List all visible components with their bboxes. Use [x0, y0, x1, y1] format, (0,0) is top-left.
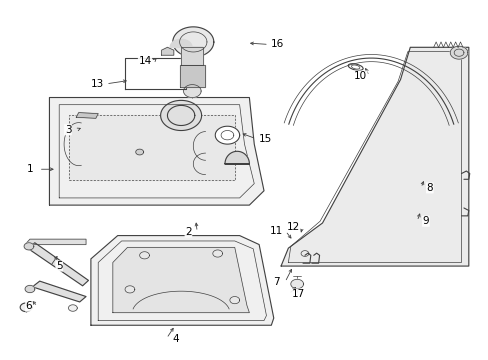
Polygon shape — [113, 247, 249, 313]
Text: 12: 12 — [286, 222, 299, 231]
Polygon shape — [181, 47, 203, 65]
Polygon shape — [20, 303, 32, 312]
Text: 13: 13 — [90, 79, 103, 89]
Text: 14: 14 — [138, 56, 151, 66]
Polygon shape — [161, 47, 173, 55]
Text: 7: 7 — [272, 277, 279, 287]
Polygon shape — [76, 113, 98, 118]
Text: 5: 5 — [56, 261, 62, 271]
Text: 2: 2 — [185, 227, 191, 237]
Text: 11: 11 — [269, 226, 283, 236]
Text: 15: 15 — [258, 134, 271, 144]
Polygon shape — [91, 235, 273, 325]
Text: 16: 16 — [270, 40, 284, 49]
Polygon shape — [125, 286, 135, 293]
Polygon shape — [25, 285, 35, 293]
Polygon shape — [136, 149, 143, 155]
Text: 17: 17 — [291, 289, 304, 299]
Polygon shape — [215, 126, 239, 144]
Polygon shape — [68, 305, 77, 311]
Polygon shape — [32, 281, 86, 302]
Polygon shape — [69, 116, 234, 180]
Polygon shape — [229, 297, 239, 304]
Polygon shape — [224, 151, 249, 164]
Polygon shape — [140, 252, 149, 259]
Text: 6: 6 — [25, 301, 32, 311]
Text: 9: 9 — [422, 216, 428, 226]
Polygon shape — [183, 85, 201, 98]
Polygon shape — [290, 279, 303, 289]
Text: 3: 3 — [64, 125, 71, 135]
Polygon shape — [172, 27, 213, 57]
Polygon shape — [27, 243, 88, 286]
Polygon shape — [25, 239, 86, 244]
Polygon shape — [281, 47, 468, 266]
Polygon shape — [24, 243, 34, 250]
Text: 1: 1 — [26, 164, 33, 174]
Polygon shape — [449, 46, 467, 59]
Text: 8: 8 — [426, 183, 432, 193]
Polygon shape — [161, 100, 201, 131]
Polygon shape — [212, 250, 222, 257]
Text: 4: 4 — [172, 333, 178, 343]
Polygon shape — [180, 64, 204, 87]
Polygon shape — [49, 98, 264, 205]
Text: 10: 10 — [353, 71, 366, 81]
Polygon shape — [170, 39, 203, 47]
